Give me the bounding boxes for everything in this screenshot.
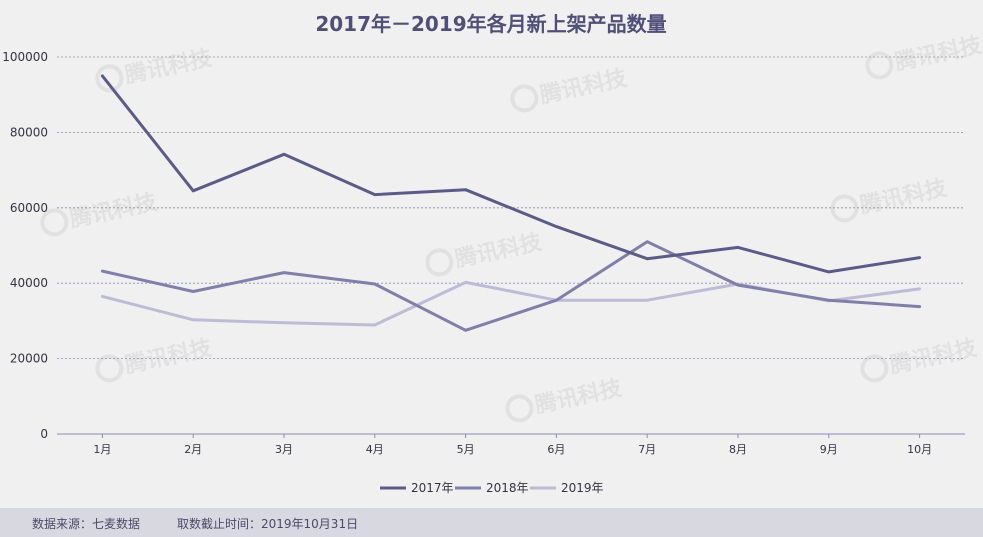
footer-bar: 数据来源：七麦数据 取数截止时间：2019年10月31日 xyxy=(0,508,983,537)
watermark-logo-icon xyxy=(40,208,69,237)
watermark: 腾讯科技 xyxy=(510,66,630,113)
watermark-text: 腾讯科技 xyxy=(123,336,215,379)
grid-lines xyxy=(57,56,965,435)
watermark-text: 腾讯科技 xyxy=(533,376,625,419)
watermark-logo-icon xyxy=(425,248,454,277)
watermark-text: 腾讯科技 xyxy=(893,33,983,76)
data-cutoff-note: 取数截止时间：2019年10月31日 xyxy=(177,517,359,531)
watermark-text: 腾讯科技 xyxy=(453,230,545,273)
watermark-text: 腾讯科技 xyxy=(68,190,160,233)
legend: 2017年 2018年 2019年 xyxy=(380,481,604,495)
legend-label: 2017年 xyxy=(411,481,454,495)
x-tick-label: 3月 xyxy=(275,443,293,456)
x-tick-label: 5月 xyxy=(457,443,475,456)
watermark: 腾讯科技 xyxy=(95,336,215,383)
watermark-logo-icon xyxy=(510,84,539,113)
watermark-logo-icon xyxy=(95,64,124,93)
watermark-logo-icon xyxy=(830,194,859,223)
watermark-text: 腾讯科技 xyxy=(858,176,950,219)
y-tick-label: 100000 xyxy=(2,50,48,64)
x-tick-label: 4月 xyxy=(366,443,384,456)
y-tick-label: 0 xyxy=(40,427,48,441)
series-line-2017年 xyxy=(100,74,922,274)
watermark-logo-icon xyxy=(95,354,124,383)
x-tick-label: 9月 xyxy=(820,443,838,456)
x-tick-label: 6月 xyxy=(547,443,565,456)
watermark-logo-icon xyxy=(860,354,889,383)
data-source-note: 数据来源：七麦数据 xyxy=(32,517,141,531)
x-tick-label: 2月 xyxy=(184,443,202,456)
watermark-text: 腾讯科技 xyxy=(538,66,630,109)
x-tick-label: 10月 xyxy=(907,443,932,456)
watermark: 腾讯科技 xyxy=(860,336,980,383)
watermark: 腾讯科技 xyxy=(425,230,545,277)
legend-label: 2018年 xyxy=(486,481,529,495)
y-axis: 0 20000 40000 60000 80000 100000 xyxy=(2,50,48,441)
watermark: 腾讯科技 xyxy=(505,376,625,423)
legend-label: 2019年 xyxy=(561,481,604,495)
x-axis: 1月 2月 3月 4月 5月 6月 7月 8月 9月 10月 xyxy=(93,434,932,456)
y-tick-label: 60000 xyxy=(10,201,48,215)
watermark-text: 腾讯科技 xyxy=(888,336,980,379)
watermark: 腾讯科技 xyxy=(40,190,160,237)
y-tick-label: 40000 xyxy=(10,276,48,290)
series-line-2018年 xyxy=(100,240,922,332)
watermark-logo-icon xyxy=(865,51,894,80)
watermark-text: 腾讯科技 xyxy=(123,46,215,89)
y-tick-label: 80000 xyxy=(10,125,48,139)
series-line-2019年 xyxy=(100,280,922,327)
y-tick-label: 20000 xyxy=(10,352,48,366)
x-tick-label: 8月 xyxy=(729,443,747,456)
watermark: 腾讯科技 xyxy=(830,176,950,223)
chart-title: 2017年－2019年各月新上架产品数量 xyxy=(315,12,666,36)
x-tick-label: 1月 xyxy=(93,443,111,456)
x-tick-label: 7月 xyxy=(638,443,656,456)
watermark-logo-icon xyxy=(505,394,534,423)
series-layer xyxy=(100,74,922,332)
